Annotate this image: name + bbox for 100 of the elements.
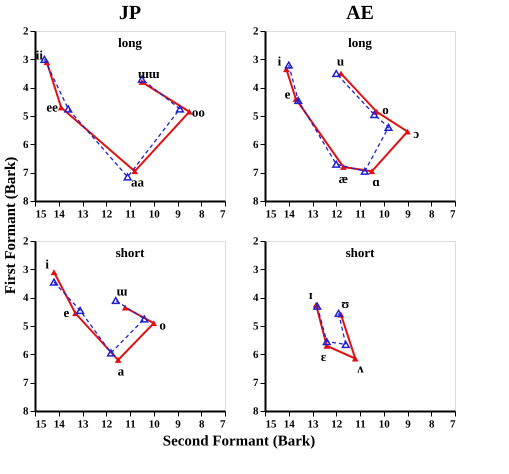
y-tick-label: 3 [23, 54, 29, 66]
y-tick-label: 5 [23, 110, 29, 122]
x-tick-label: 11 [355, 418, 366, 430]
y-tick-label: 6 [253, 138, 259, 151]
point [384, 124, 393, 131]
point [370, 110, 378, 118]
y-axis-title: First Formant (Bark) [3, 156, 19, 294]
x-tick-label: 8 [429, 208, 435, 220]
x-tick-label: 11 [125, 208, 136, 220]
x-tick-label: 11 [125, 418, 136, 430]
x-tick-label: 8 [199, 418, 205, 430]
chart-subtitle: short [346, 245, 376, 260]
point [332, 160, 340, 168]
chart-title: AE [346, 2, 374, 24]
y-tick-label: 2 [23, 26, 29, 38]
x-tick-label: 15 [266, 418, 277, 430]
annotation: e [63, 304, 70, 320]
x-tick-label: 13 [78, 418, 89, 430]
chart-subtitle: long [348, 35, 372, 50]
point [404, 128, 411, 134]
annotation: o [382, 102, 389, 117]
point [106, 349, 116, 357]
chart-title: JP [118, 2, 142, 24]
x-tick-label: 10 [378, 208, 390, 220]
point [360, 168, 369, 175]
y-tick-label: 7 [23, 377, 29, 390]
x-tick-label: 14 [284, 418, 296, 430]
x-tick-label: 10 [148, 208, 160, 220]
x-tick-label: 13 [308, 208, 319, 220]
point [50, 269, 58, 276]
point [64, 105, 72, 113]
x-tick-label: 12 [101, 208, 113, 220]
x-tick-label: 9 [175, 418, 182, 430]
point [50, 278, 58, 286]
x-tick-label: 9 [405, 208, 412, 220]
annotation: ʌ [357, 360, 364, 376]
point [332, 70, 340, 78]
y-tick-label: 8 [253, 406, 259, 418]
y-tick-label: 8 [23, 406, 29, 418]
y-tick-label: 2 [253, 26, 259, 38]
point [112, 296, 120, 304]
x-tick-label: 8 [429, 418, 435, 430]
x-axis-title: Second Formant (Bark) [162, 434, 316, 450]
point [131, 168, 138, 174]
y-tick-label: 4 [23, 292, 29, 304]
point [150, 320, 158, 326]
x-tick-label: 12 [331, 418, 343, 430]
annotation: ʊ [341, 296, 350, 312]
x-tick-label: 11 [355, 208, 366, 220]
x-tick-label: 12 [101, 418, 113, 430]
x-tick-label: 15 [266, 208, 277, 220]
annotation: oo [192, 104, 205, 120]
y-tick-label: 5 [253, 110, 259, 122]
x-tick-label: 9 [175, 208, 182, 220]
point [368, 168, 376, 174]
annotation: ɪ [308, 287, 313, 302]
annotation: aa [131, 174, 145, 190]
x-tick-label: 8 [199, 208, 205, 220]
y-tick-label: 5 [23, 320, 29, 332]
x-tick-label: 7 [220, 418, 226, 430]
annotation: ɑ [372, 174, 380, 189]
x-tick-label: 10 [148, 418, 160, 430]
annotation: u [336, 54, 344, 69]
y-tick-label: 3 [253, 54, 259, 66]
y-tick-label: 8 [23, 196, 29, 208]
x-tick-label: 13 [308, 418, 319, 430]
point [176, 105, 184, 113]
point [284, 61, 293, 69]
y-tick-label: 5 [253, 320, 259, 332]
annotation: ee [46, 100, 58, 115]
point [322, 338, 331, 346]
point [114, 357, 122, 363]
y-tick-label: 2 [23, 236, 29, 248]
point [76, 306, 84, 314]
chart-subtitle: long [118, 35, 142, 50]
x-tick-label: 14 [284, 208, 296, 220]
point [352, 356, 359, 362]
y-tick-label: 7 [23, 167, 29, 180]
annotation: æ [338, 171, 348, 186]
annotation: i [45, 256, 50, 272]
x-tick-label: 7 [450, 418, 456, 430]
y-tick-label: 3 [253, 264, 259, 276]
x-tick-label: 7 [220, 208, 226, 220]
annotation: ɔ [413, 126, 420, 142]
point [294, 96, 302, 104]
x-tick-label: 13 [78, 208, 89, 220]
x-tick-label: 7 [450, 208, 456, 220]
x-tick-label: 14 [54, 208, 66, 220]
y-tick-label: 4 [253, 292, 259, 304]
annotation: a [118, 363, 125, 378]
x-tick-label: 10 [378, 418, 390, 430]
annotation: ii [36, 47, 44, 62]
annotation: ɯɯ [138, 66, 160, 82]
point [334, 310, 343, 317]
point [124, 173, 132, 181]
annotation: e [284, 86, 291, 102]
y-tick-label: 7 [253, 167, 259, 180]
annotation: i [278, 54, 282, 69]
x-tick-label: 9 [405, 418, 412, 430]
y-tick-label: 6 [253, 348, 259, 361]
